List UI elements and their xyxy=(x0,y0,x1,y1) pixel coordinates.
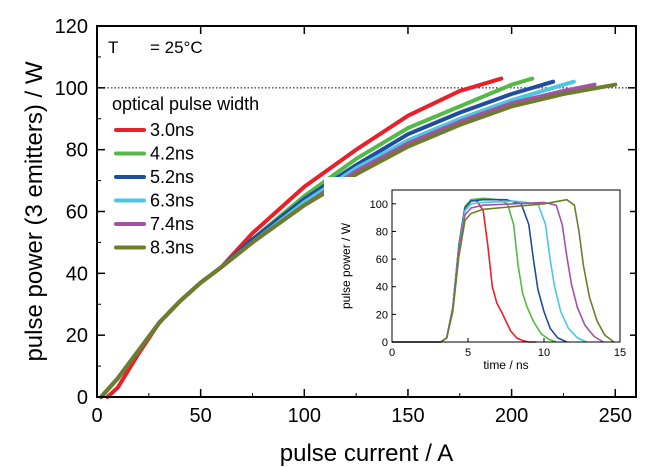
series-line-8.3ns xyxy=(99,82,618,399)
legend-label-6.3ns: 6.3ns xyxy=(150,191,194,211)
legend-title: optical pulse width xyxy=(112,94,259,114)
x-tick-label: 50 xyxy=(190,405,212,427)
legend-label-4.2ns: 4.2ns xyxy=(150,144,194,164)
y-tick-label: 0 xyxy=(77,387,88,409)
inset-x-tick-label: 15 xyxy=(614,347,626,359)
legend-label-5.2ns: 5.2ns xyxy=(150,167,194,187)
inset-y-tick-label: 0 xyxy=(382,337,388,349)
inset-y-tick-label: 60 xyxy=(376,254,388,266)
legend-label-3.0ns: 3.0ns xyxy=(150,120,194,140)
y-axis-title: pulse power (3 emitters) / W xyxy=(21,61,48,361)
x-tick-label: 250 xyxy=(599,405,632,427)
x-tick-label: 0 xyxy=(91,405,102,427)
legend: 3.0ns 4.2ns 5.2ns 6.3ns 7.4ns 8.3ns xyxy=(114,120,194,258)
inset-chart: 0 5 10 15 0 20 40 60 80 100 time / ns pulse power /… xyxy=(324,177,630,383)
inset-y-tick-label: 100 xyxy=(370,199,388,211)
y-tick-label: 20 xyxy=(66,325,88,347)
y-tick-label: 40 xyxy=(66,263,88,285)
inset-y-axis-title: pulse power / W xyxy=(339,222,353,309)
inset-y-tick-label: 20 xyxy=(376,309,388,321)
inset-plot-frame xyxy=(391,189,621,343)
inset-y-tick-label: 80 xyxy=(376,226,388,238)
inset-x-tick-label: 5 xyxy=(465,347,471,359)
legend-label-7.4ns: 7.4ns xyxy=(150,214,194,234)
temperature-label: T xyxy=(108,38,118,57)
y-tick-label: 120 xyxy=(55,16,88,38)
x-tick-label: 200 xyxy=(495,405,528,427)
legend-label-8.3ns: 8.3ns xyxy=(150,238,194,258)
inset-x-axis-title: time / ns xyxy=(483,358,528,372)
y-tick-label: 80 xyxy=(66,140,88,162)
inset-x-tick-label: 10 xyxy=(538,347,550,359)
temperature-value: = 25°C xyxy=(150,38,203,57)
y-tick-label: 100 xyxy=(55,78,88,100)
x-tick-label: 150 xyxy=(391,405,424,427)
inset-x-tick-label: 0 xyxy=(389,347,395,359)
x-axis-title: pulse current / A xyxy=(280,440,453,467)
main-chart-annotations: T = 25°C optical pulse width xyxy=(108,38,259,114)
inset-y-tick-label: 40 xyxy=(376,282,388,294)
inset-series-line-8.3ns xyxy=(392,198,615,343)
y-tick-label: 60 xyxy=(66,202,88,224)
x-tick-label: 100 xyxy=(288,405,321,427)
